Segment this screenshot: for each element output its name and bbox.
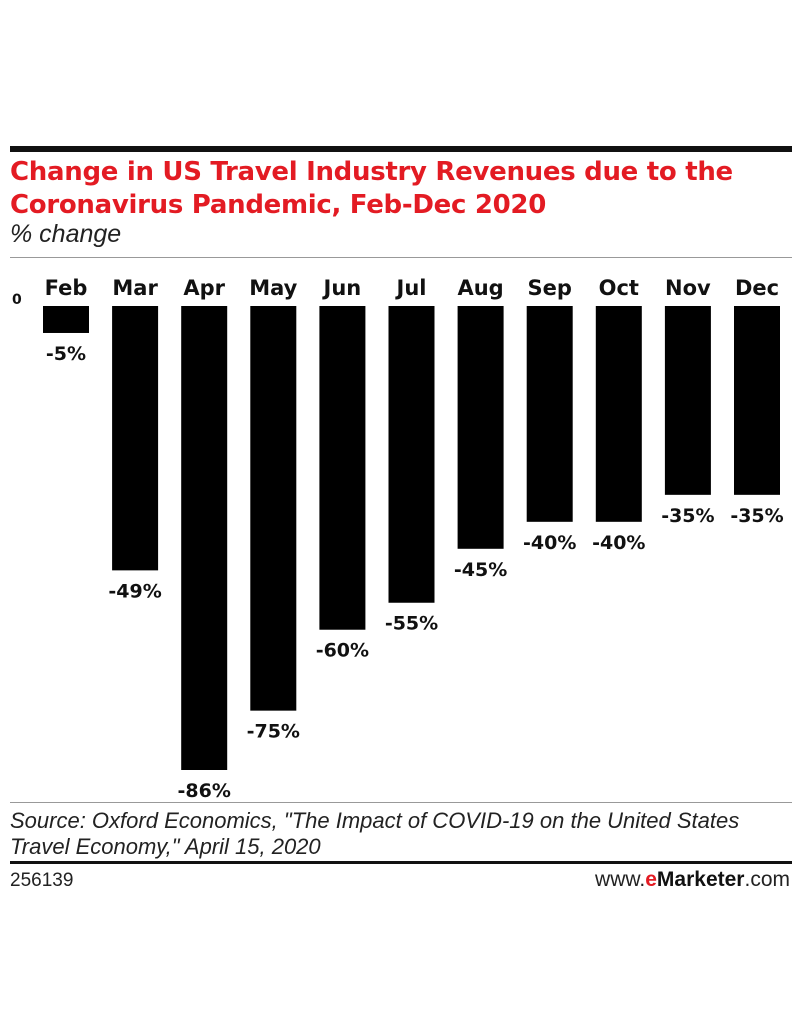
- bar-oct: [595, 306, 642, 522]
- subtitle-rule: [10, 257, 792, 258]
- bar-nov: [664, 306, 711, 495]
- chart-subtitle: % change: [10, 220, 122, 248]
- category-label-mar: Mar: [112, 276, 158, 300]
- category-label-jul: Jul: [395, 276, 427, 300]
- category-label-dec: Dec: [735, 276, 779, 300]
- chart-id: 256139: [10, 870, 74, 891]
- brand-name: Marketer: [656, 868, 745, 891]
- zero-axis-label: 0: [12, 292, 22, 308]
- brand-logo: www.eMarketer.com: [595, 868, 790, 892]
- brand-suffix: .com: [744, 868, 790, 891]
- bar-sep: [526, 306, 573, 522]
- value-label-apr: -86%: [178, 780, 231, 800]
- bar-chart: 0 Feb -5% Mar -49% Apr -86% May -75% Jun -60% Jul -5…: [12, 276, 784, 800]
- value-label-jul: -55%: [385, 613, 438, 635]
- bar-jul: [388, 306, 435, 603]
- category-label-apr: Apr: [183, 276, 225, 300]
- bar-mar: [112, 306, 159, 571]
- bar-aug: [457, 306, 504, 549]
- chart-title: Change in US Travel Industry Revenues du…: [10, 157, 733, 220]
- bottom-rule: [10, 861, 792, 864]
- value-label-oct: -40%: [592, 532, 645, 554]
- category-label-sep: Sep: [527, 276, 571, 300]
- value-label-mar: -49%: [108, 580, 161, 602]
- bar-feb: [43, 306, 89, 333]
- bar-may: [250, 306, 297, 711]
- category-label-nov: Nov: [665, 276, 711, 300]
- value-label-jun: -60%: [316, 640, 369, 662]
- brand-prefix: www.: [595, 868, 646, 891]
- value-label-aug: -45%: [454, 559, 507, 581]
- bar-jun: [319, 306, 366, 630]
- value-label-may: -75%: [247, 721, 300, 743]
- value-label-sep: -40%: [523, 532, 576, 554]
- bar-apr: [181, 306, 228, 770]
- bar-dec: [734, 306, 780, 495]
- category-label-aug: Aug: [457, 276, 503, 300]
- source-note: Source: Oxford Economics, "The Impact of…: [10, 808, 740, 859]
- brand-e: e: [645, 868, 657, 891]
- source-rule: [10, 802, 792, 803]
- value-label-nov: -35%: [661, 505, 714, 527]
- category-label-jun: Jun: [322, 276, 362, 300]
- category-label-oct: Oct: [599, 276, 639, 300]
- category-label-may: May: [249, 276, 297, 300]
- category-label-feb: Feb: [45, 276, 88, 300]
- value-label-feb: -5%: [46, 343, 86, 365]
- value-label-dec: -35%: [730, 505, 783, 527]
- top-rule: [10, 146, 792, 152]
